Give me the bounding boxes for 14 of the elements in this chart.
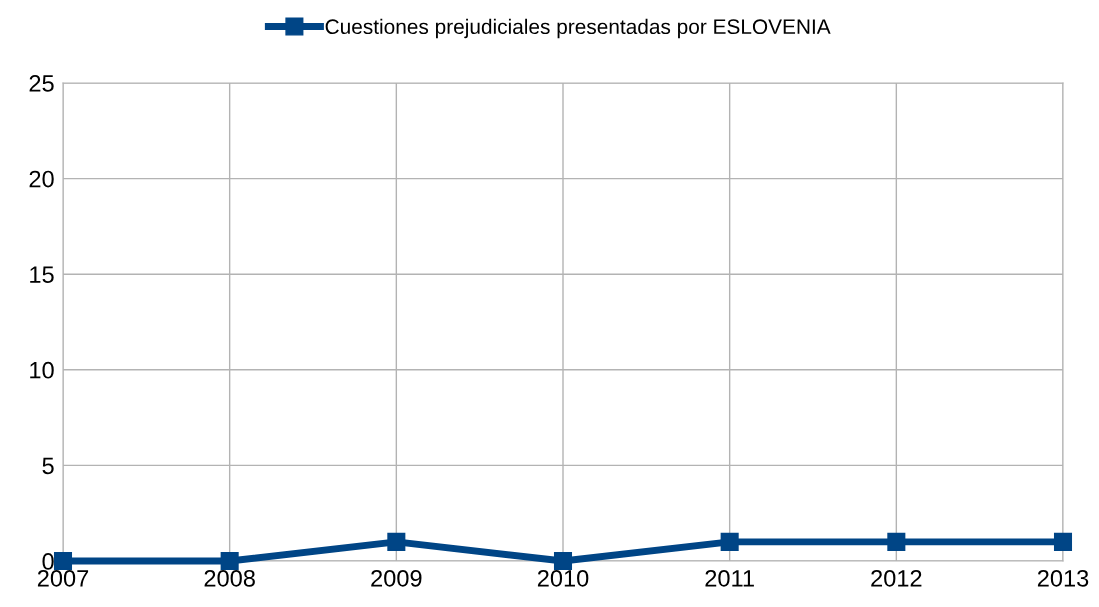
x-tick-label: 2013 [1037, 569, 1089, 587]
y-tick-label: 25 [29, 75, 54, 92]
x-tick-label: 2008 [204, 569, 255, 587]
y-tick-label: 5 [42, 457, 54, 475]
y-tick-label: 10 [30, 361, 54, 379]
y-tick-label: 20 [29, 170, 54, 188]
x-tick-label: 2009 [371, 569, 422, 587]
legend-label: Cuestiones prejudiciales presentadas por ESLOVENIA [325, 18, 831, 39]
y-tick-label: 15 [30, 266, 54, 283]
y-tick-label: 0 [42, 553, 54, 570]
x-tick-label: 2007 [37, 569, 89, 587]
x-tick-label: 2010 [537, 569, 589, 587]
x-tick-label: 2011 [705, 569, 754, 587]
x-tick-label: 2012 [871, 569, 922, 587]
